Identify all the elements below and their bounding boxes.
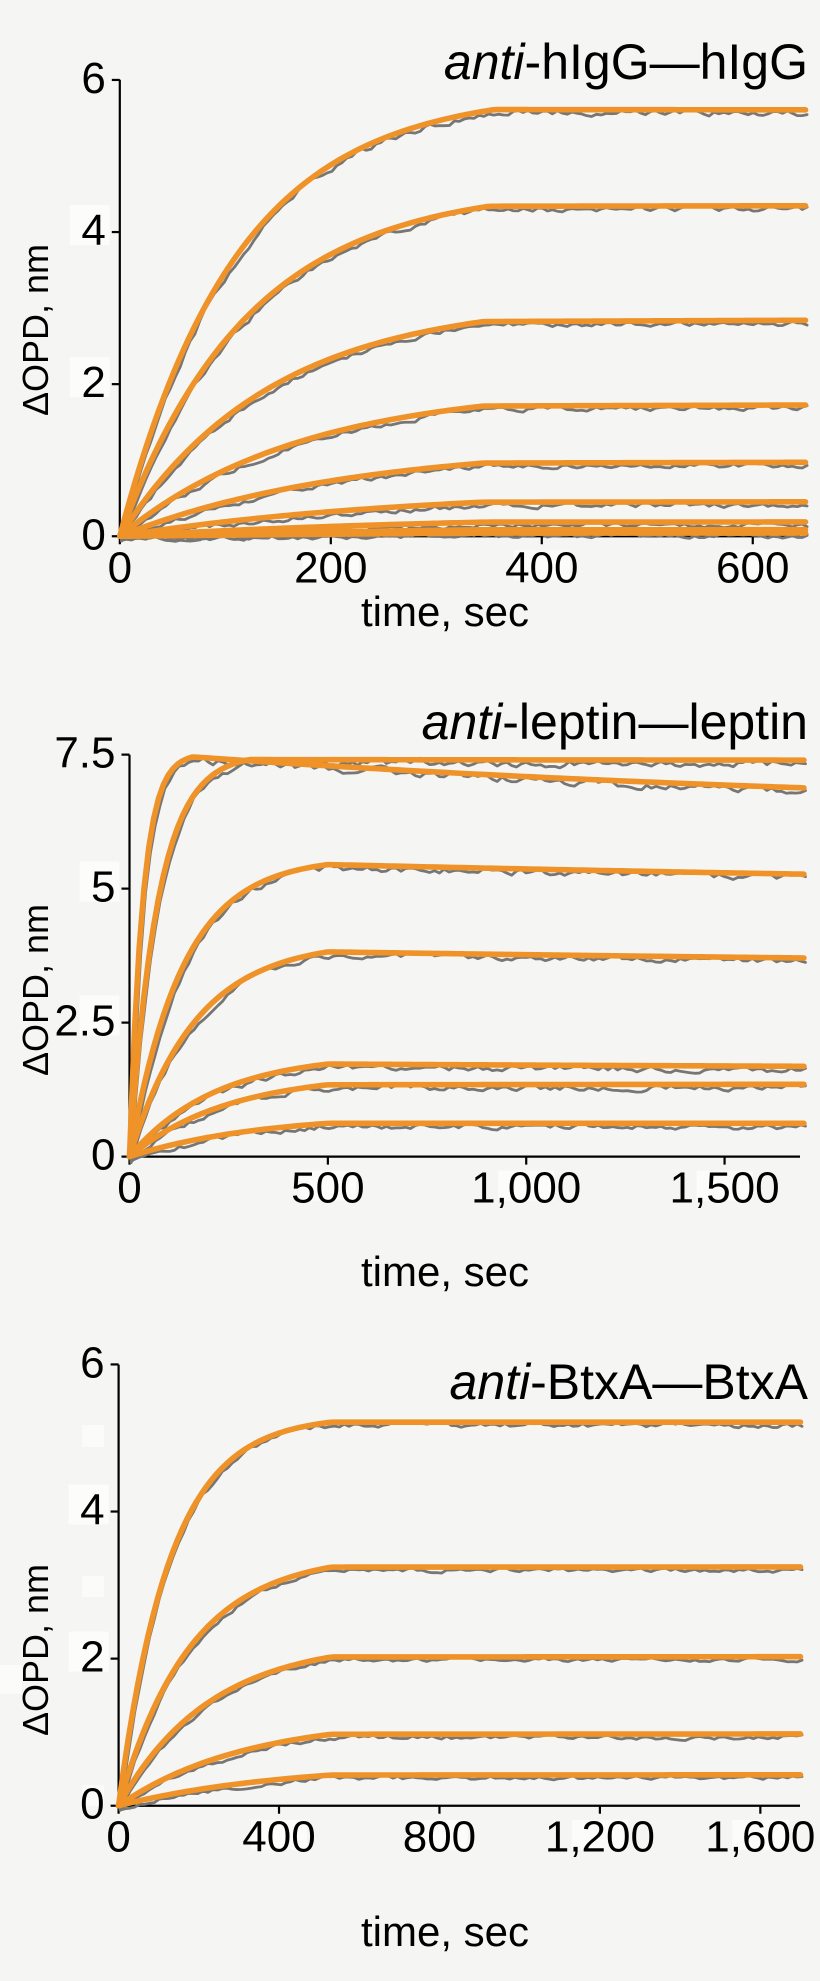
svg-text:4: 4 [80, 1486, 104, 1535]
svg-text:500: 500 [291, 1164, 364, 1213]
svg-text:400: 400 [505, 543, 578, 592]
svg-text:4: 4 [81, 206, 105, 255]
svg-text:2: 2 [81, 358, 105, 407]
svg-text:400: 400 [242, 1813, 315, 1862]
svg-text:7.5: 7.5 [54, 729, 115, 778]
svg-text:1,600: 1,600 [705, 1813, 815, 1862]
svg-text:200: 200 [294, 543, 367, 592]
svg-text:0: 0 [106, 1813, 130, 1862]
svg-text:800: 800 [403, 1813, 476, 1862]
svg-text:5: 5 [91, 863, 115, 912]
svg-text:2: 2 [80, 1633, 104, 1682]
svg-text:1,500: 1,500 [670, 1164, 780, 1213]
svg-text:0: 0 [117, 1164, 141, 1213]
svg-text:6: 6 [81, 54, 105, 103]
svg-text:0: 0 [81, 510, 105, 559]
svg-text:0: 0 [91, 1131, 115, 1180]
svg-text:600: 600 [716, 543, 789, 592]
svg-text:0: 0 [80, 1780, 104, 1829]
svg-text:2.5: 2.5 [54, 997, 115, 1046]
svg-text:6: 6 [80, 1338, 104, 1387]
svg-text:0: 0 [108, 543, 132, 592]
svg-text:1,000: 1,000 [471, 1164, 581, 1213]
svg-text:1,200: 1,200 [545, 1813, 655, 1862]
